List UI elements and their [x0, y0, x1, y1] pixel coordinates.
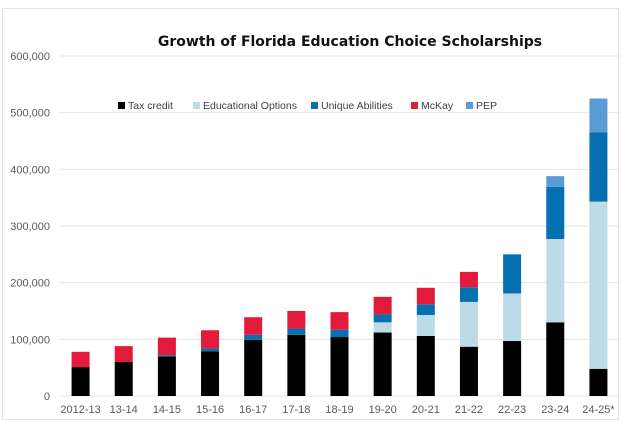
bar-stack [546, 176, 565, 396]
y-axis-ticks: 0 100,000 200,000 300,000 400,000 500,000 600,… [10, 51, 50, 403]
x-tick-label: 17-18 [282, 404, 310, 416]
bar-segment-mckay [71, 351, 90, 368]
legend-label: Educational Options [203, 100, 297, 112]
bar-segment-mckay [244, 317, 263, 335]
bar-stack [459, 271, 478, 396]
bar-segment-mckay [459, 271, 478, 288]
bar-segment-tax-credit [546, 322, 565, 396]
legend-item: Unique Abilities [311, 100, 393, 112]
legend-item: Tax credit [118, 100, 173, 112]
bar-stack [287, 311, 306, 396]
x-tick-label: 23-24 [541, 404, 569, 416]
bar-segment-unique-abilities [330, 329, 349, 338]
x-tick-label: 20-21 [412, 404, 440, 416]
bar-segment-tax-credit [71, 367, 90, 396]
bar-segment-unique-abilities [416, 304, 435, 315]
legend-swatch [411, 102, 418, 109]
y-tick-label: 200,000 [10, 278, 50, 290]
bar-segment-tax-credit [287, 334, 306, 396]
bar-stack [201, 330, 220, 396]
bar-segment-educational-options [546, 239, 565, 323]
x-tick-label: 16-17 [239, 404, 267, 416]
legend-swatch [118, 102, 125, 109]
bar-segment-pep [546, 176, 565, 187]
bar-segment-pep [589, 98, 608, 133]
bar-segment-tax-credit [157, 356, 176, 396]
bar-segment-educational-options [459, 301, 478, 347]
x-tick-label: 18-19 [325, 404, 353, 416]
bar-segment-unique-abilities [373, 314, 392, 323]
bar-stack [71, 351, 90, 396]
bar-segment-tax-credit [373, 332, 392, 396]
bar-segment-unique-abilities [157, 355, 176, 357]
legend-swatch [193, 102, 200, 109]
bar-segment-tax-credit [416, 335, 435, 396]
bar-segment-mckay [416, 287, 435, 305]
bar-stack [416, 287, 435, 396]
bar-stack [330, 312, 349, 396]
bar-stack [373, 296, 392, 396]
legend-swatch [466, 102, 473, 109]
x-tick-label: 15-16 [196, 404, 224, 416]
legend-item: McKay [411, 100, 454, 112]
bar-segment-educational-options [416, 314, 435, 336]
bar-stack [157, 337, 176, 396]
x-axis-ticks: 2012-13 13-14 14-15 15-16 16-17 17-18 18-19 19-… [60, 404, 615, 416]
bar-stack [244, 317, 263, 396]
legend: Tax credit Educational Options Unique Abil… [118, 100, 497, 112]
gridlines [59, 55, 620, 397]
legend-label: Unique Abilities [321, 100, 393, 112]
x-tick-label: 14-15 [153, 404, 181, 416]
y-tick-label: 400,000 [10, 164, 50, 176]
bar-segment-educational-options [373, 322, 392, 333]
bar-segment-tax-credit [503, 341, 522, 396]
bar-segment-tax-credit [589, 368, 608, 396]
bar-segment-mckay [330, 312, 349, 330]
chart-title: Growth of Florida Education Choice Schol… [158, 34, 542, 50]
y-tick-label: 500,000 [10, 108, 50, 120]
bar-stack [589, 98, 608, 396]
x-tick-label: 24-25* [582, 404, 615, 416]
bar-segment-tax-credit [201, 351, 220, 396]
bar-stack [114, 346, 133, 396]
legend-label: PEP [476, 100, 497, 112]
bar-segment-tax-credit [459, 346, 478, 396]
y-tick-label: 0 [44, 391, 50, 403]
bar-segment-unique-abilities [459, 287, 478, 302]
bar-segment-mckay [201, 330, 220, 349]
chart-frame [2, 8, 619, 420]
bar-segment-educational-options [503, 293, 522, 342]
x-tick-label: 13-14 [110, 404, 138, 416]
bar-segment-tax-credit [114, 362, 133, 396]
bar-segment-unique-abilities [503, 254, 522, 294]
x-tick-label: 22-23 [498, 404, 526, 416]
bar-segment-unique-abilities [287, 328, 306, 335]
bar-segment-mckay [157, 337, 176, 356]
bar-segment-unique-abilities [589, 132, 608, 202]
bar-segment-educational-options [589, 201, 608, 369]
legend-item: Educational Options [193, 100, 297, 112]
legend-label: McKay [421, 100, 454, 112]
y-tick-label: 600,000 [10, 51, 50, 63]
bar-segment-tax-credit [330, 337, 349, 396]
bar-stack [503, 254, 522, 396]
bar-segment-mckay [287, 311, 306, 329]
x-tick-label: 21-22 [455, 404, 483, 416]
bar-segment-unique-abilities [244, 334, 263, 340]
legend-item: PEP [466, 100, 497, 112]
y-tick-label: 100,000 [10, 334, 50, 346]
bar-segment-tax-credit [244, 339, 263, 396]
bar-segment-mckay [114, 346, 133, 362]
legend-label: Tax credit [128, 100, 173, 112]
bar-segment-unique-abilities [201, 348, 220, 352]
bars [71, 98, 608, 396]
bar-segment-unique-abilities [546, 186, 565, 240]
bar-segment-mckay [373, 296, 392, 315]
x-tick-label: 19-20 [369, 404, 397, 416]
x-tick-label: 2012-13 [60, 404, 100, 416]
y-tick-label: 300,000 [10, 221, 50, 233]
legend-swatch [311, 102, 318, 109]
